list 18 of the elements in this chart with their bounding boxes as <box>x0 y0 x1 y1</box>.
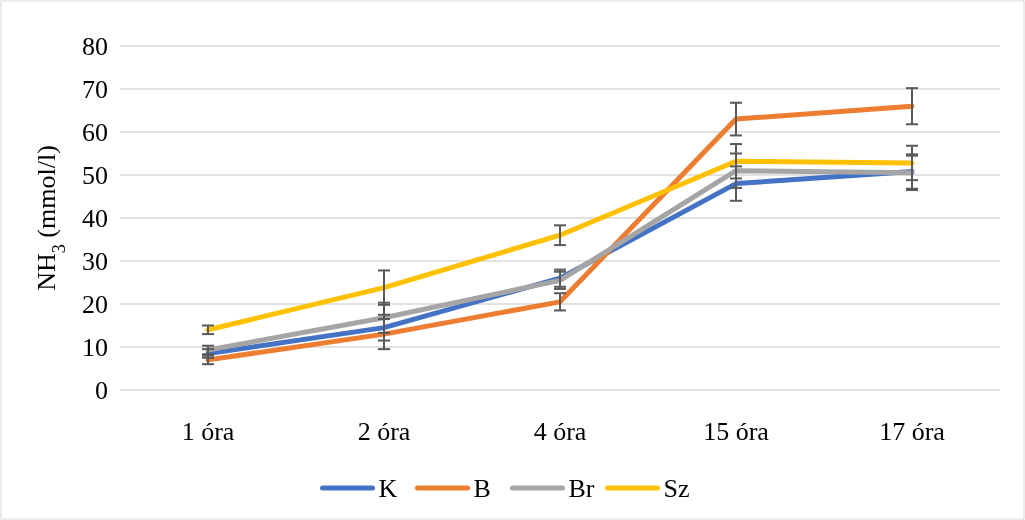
y-tick-label: 70 <box>82 75 108 105</box>
legend-label: Br <box>568 474 595 504</box>
y-tick-label: 20 <box>82 290 108 320</box>
y-tick-label: 50 <box>82 161 108 191</box>
y-tick-label: 10 <box>82 333 108 363</box>
x-tick-label: 2 óra <box>357 417 411 446</box>
legend-label: B <box>473 474 491 504</box>
legend-label: Sz <box>663 474 690 504</box>
y-tick-label: 40 <box>82 204 108 234</box>
x-tick-label: 15 óra <box>703 417 770 446</box>
y-tick-label: 30 <box>82 247 108 277</box>
y-tick-label: 80 <box>82 32 108 62</box>
legend-label: K <box>378 474 398 504</box>
x-tick-label: 1 óra <box>181 417 235 446</box>
y-tick-label: 0 <box>95 376 108 406</box>
y-tick-label: 60 <box>82 118 108 148</box>
x-tick-label: 17 óra <box>879 417 946 446</box>
x-tick-label: 4 óra <box>533 417 587 446</box>
